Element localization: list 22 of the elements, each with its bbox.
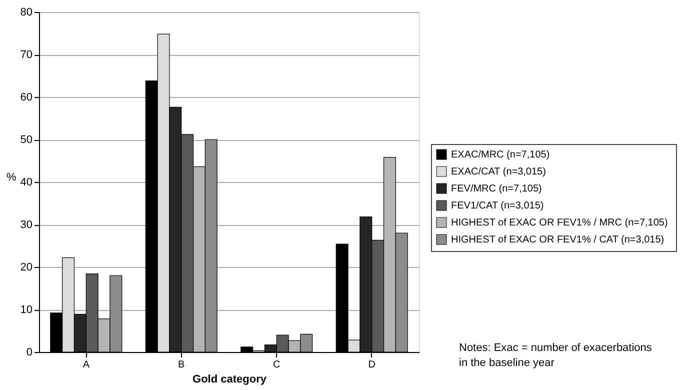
- legend-label: HIGHEST of EXAC OR FEV1% / CAT (n=3,015): [451, 234, 664, 246]
- x-tick-label: C: [273, 360, 280, 370]
- y-tick-label: 70: [20, 49, 32, 61]
- y-tick-label: 10: [20, 304, 32, 316]
- legend-label: FEV1/CAT (n=3,015): [451, 200, 544, 212]
- x-axis-title: Gold category: [192, 374, 268, 386]
- text: Notes: Exac = number of exacerbations in the baseline year: [459, 342, 652, 369]
- y-tick-label: 30: [20, 219, 32, 231]
- y-tick-label: 60: [20, 92, 32, 104]
- x-tick-label: A: [82, 360, 90, 370]
- y-tick-label: 40: [20, 176, 32, 188]
- legend-label: FEV/MRC (n=7,105): [451, 184, 542, 194]
- y-tick-label: 50: [20, 134, 32, 146]
- x-tick-label: B: [178, 360, 186, 370]
- y-tick-label: 0: [26, 346, 32, 358]
- y-axis-title: %: [6, 172, 16, 184]
- legend-label: EXAC/CAT (n=3,015): [451, 166, 546, 178]
- y-tick-label: 20: [20, 262, 32, 274]
- legend-label: EXAC/MRC (n=7,105): [451, 150, 550, 160]
- y-tick-label: 80: [20, 6, 32, 18]
- legend-label: HIGHEST of EXAC OR FEV1% / MRC (n=7,105): [451, 218, 668, 228]
- x-tick-label: D: [368, 360, 376, 370]
